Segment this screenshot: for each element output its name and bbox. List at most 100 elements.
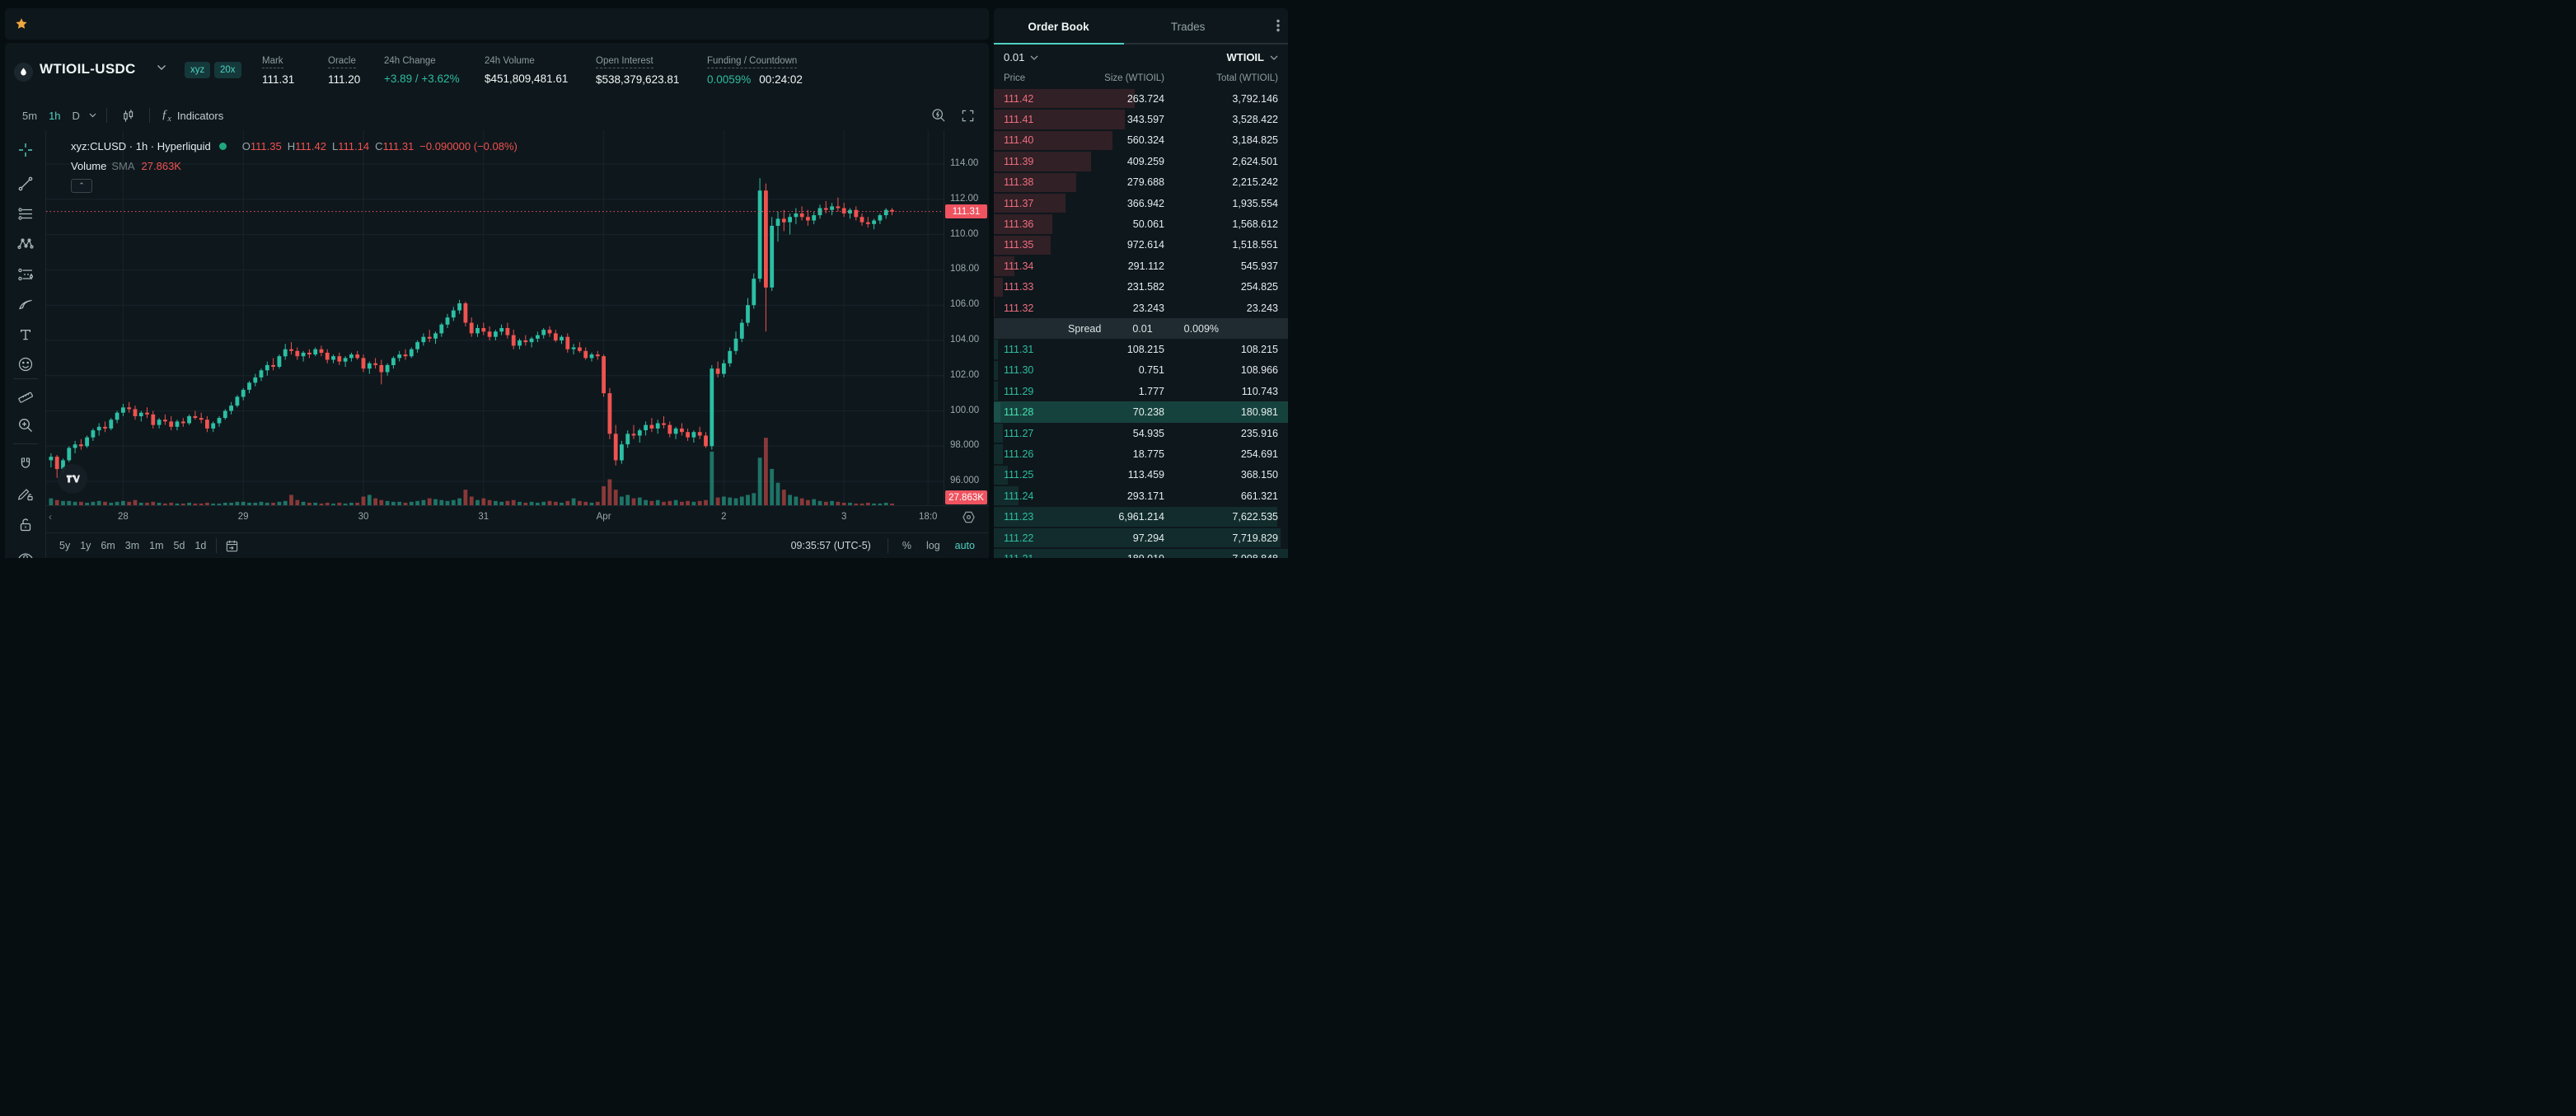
tick-size-select[interactable]: 0.01 [1004, 51, 1038, 63]
size-cell: 189.019 [1061, 553, 1164, 558]
fib-retracement-icon[interactable] [17, 206, 34, 223]
range-1y[interactable]: 1y [80, 540, 91, 551]
ohlc-open-value: 111.35 [250, 140, 282, 152]
price-cell: 111.28 [1004, 406, 1034, 419]
size-cell: 1.777 [1138, 385, 1164, 397]
total-cell: 1,568.612 [1232, 218, 1278, 231]
chevron-down-icon[interactable] [157, 64, 166, 71]
order-book-bid-row[interactable]: 111.31 108.215 108.215 [994, 339, 1288, 359]
legend-collapse-button[interactable]: ⌃ [71, 179, 92, 193]
interval-chevron-icon[interactable] [89, 113, 96, 118]
lock-all-icon[interactable] [17, 517, 34, 533]
order-book-ask-row[interactable]: 111.39 409.259 2,624.501 [994, 151, 1288, 171]
ohlc-close-key: C [375, 140, 383, 152]
percent-scale-button[interactable]: % [902, 540, 911, 551]
order-book-ask-row[interactable]: 111.40 560.324 3,184.825 [994, 130, 1288, 151]
total-cell: 254.691 [1240, 448, 1278, 460]
stat-open-interest: Open Interest $538,379,623.81 [596, 53, 679, 86]
magnet-icon[interactable] [17, 456, 34, 472]
oil-coin-icon [14, 63, 33, 82]
order-book-bid-row[interactable]: 111.26 18.775 254.691 [994, 443, 1288, 464]
star-icon[interactable] [15, 17, 28, 30]
depth-bar [994, 549, 1288, 558]
chart-region: xyz:CLUSD · 1h · Hyperliquid O 111.35 H 11… [5, 130, 989, 558]
long-position-icon[interactable] [17, 266, 34, 283]
order-book-bid-row[interactable]: 111.24 293.171 661.321 [994, 485, 1288, 506]
order-book-ask-row[interactable]: 111.42 263.724 3,792.146 [994, 88, 1288, 109]
text-tool-icon[interactable] [17, 326, 34, 343]
more-menu-icon[interactable] [1276, 19, 1280, 32]
size-cell: 560.324 [1126, 134, 1164, 147]
stat-value: 0.0059% 00:24:02 [707, 73, 803, 86]
chart-plot[interactable]: xyz:CLUSD · 1h · Hyperliquid O 111.35 H 11… [46, 130, 944, 505]
fullscreen-icon[interactable] [961, 109, 975, 123]
order-book-ask-row[interactable]: 111.38 279.688 2,215.242 [994, 172, 1288, 193]
drawing-edit-lock-icon[interactable] [17, 485, 34, 502]
candlestick-chart[interactable] [46, 130, 944, 505]
interval-1d[interactable]: D [72, 109, 80, 122]
symbol-name[interactable]: WTIOIL-USDC [40, 61, 136, 77]
volume-sma-badge: 27.863K [945, 490, 987, 504]
emoji-icon[interactable] [17, 356, 34, 373]
crosshair-icon[interactable] [17, 142, 34, 158]
range-5y[interactable]: 5y [59, 540, 71, 551]
volume-label[interactable]: Volume [71, 160, 107, 172]
order-book-bid-row[interactable]: 111.29 1.777 110.743 [994, 381, 1288, 401]
legend-title[interactable]: xyz:CLUSD · 1h · Hyperliquid [71, 140, 211, 152]
order-book-ask-row[interactable]: 111.32 23.243 23.243 [994, 298, 1288, 318]
log-scale-button[interactable]: log [925, 540, 940, 551]
stat-value: $451,809,481.61 [485, 73, 569, 85]
order-book-ask-row[interactable]: 111.35 972.614 1,518.551 [994, 235, 1288, 256]
range-5d[interactable]: 5d [173, 540, 185, 551]
brush-icon[interactable] [17, 296, 34, 312]
magnifier-zoom-icon[interactable] [17, 417, 34, 434]
order-book-ask-row[interactable]: 111.33 231.582 254.825 [994, 277, 1288, 298]
eye-icon[interactable] [17, 548, 34, 558]
ruler-icon[interactable] [17, 387, 34, 404]
range-3m[interactable]: 3m [124, 540, 140, 551]
tradingview-logo[interactable] [58, 464, 87, 494]
range-1m[interactable]: 1m [149, 540, 164, 551]
time-axis[interactable]: ‹ 28 29 30 31 Apr 2 3 18:0 [46, 505, 989, 529]
go-to-date-icon[interactable] [225, 539, 239, 553]
price-cell: 111.22 [1004, 532, 1034, 544]
interval-5m[interactable]: 5m [22, 109, 38, 122]
tab-trades[interactable]: Trades [1170, 20, 1206, 33]
flash-search-icon[interactable] [931, 108, 946, 123]
total-cell: 1,518.551 [1232, 239, 1278, 251]
auto-scale-button[interactable]: auto [954, 540, 975, 551]
order-book-ask-row[interactable]: 111.37 366.942 1,935.554 [994, 193, 1288, 213]
asset-unit-select[interactable]: WTIOIL [1227, 51, 1279, 63]
col-price: Price [1004, 73, 1026, 83]
total-cell: 661.321 [1240, 490, 1278, 502]
order-book-bid-row[interactable]: 111.27 54.935 235.916 [994, 423, 1288, 443]
order-book-ask-row[interactable]: 111.41 343.597 3,528.422 [994, 109, 1288, 129]
chart-panel: WTIOIL-USDC xyz 20x Mark 111.31 Oracle 111.… [5, 43, 989, 558]
order-book-bid-row[interactable]: 111.22 97.294 7,719.829 [994, 528, 1288, 548]
xabcd-pattern-icon[interactable] [17, 236, 34, 252]
price-cell: 111.21 [1004, 553, 1061, 558]
candles-style-icon[interactable] [121, 109, 135, 123]
axis-settings-icon[interactable] [962, 510, 976, 524]
price-cell: 111.26 [1004, 448, 1034, 460]
indicators-button[interactable]: ƒx Indicators [157, 108, 228, 124]
spread-value: 0.01 [1132, 322, 1153, 335]
spread-row[interactable]: Spread 0.01 0.009% [994, 318, 1288, 340]
order-book-bid-row[interactable]: 111.28 70.238 180.981 [994, 401, 1288, 423]
price-scale[interactable]: 114.00 112.00 110.00 108.00 106.00 104.00 102.… [944, 130, 989, 505]
range-1d[interactable]: 1d [194, 540, 207, 551]
active-tab-underline [994, 43, 1124, 45]
scroll-left-icon[interactable]: ‹ [49, 511, 52, 523]
order-book-bid-row[interactable]: 111.30 0.751 108.966 [994, 360, 1288, 381]
order-book-bid-row[interactable]: 111.23 6,961.214 7,622.535 [994, 506, 1288, 527]
order-book-bid-row[interactable]: 111.25 113.459 368.150 [994, 465, 1288, 485]
order-book-ask-row[interactable]: 111.36 50.061 1,568.612 [994, 213, 1288, 234]
trend-line-icon[interactable] [17, 176, 34, 192]
stat-mark: Mark 111.31 [262, 53, 294, 86]
range-6m[interactable]: 6m [101, 540, 115, 551]
interval-1h[interactable]: 1h [49, 109, 61, 122]
order-book-bid-row[interactable]: 111.21189.0197,908.848 [994, 548, 1288, 558]
chart-clock[interactable]: 09:35:57 (UTC-5) [790, 540, 871, 551]
order-book-ask-row[interactable]: 111.34 291.112 545.937 [994, 256, 1288, 276]
tab-order-book[interactable]: Order Book [1028, 20, 1089, 33]
